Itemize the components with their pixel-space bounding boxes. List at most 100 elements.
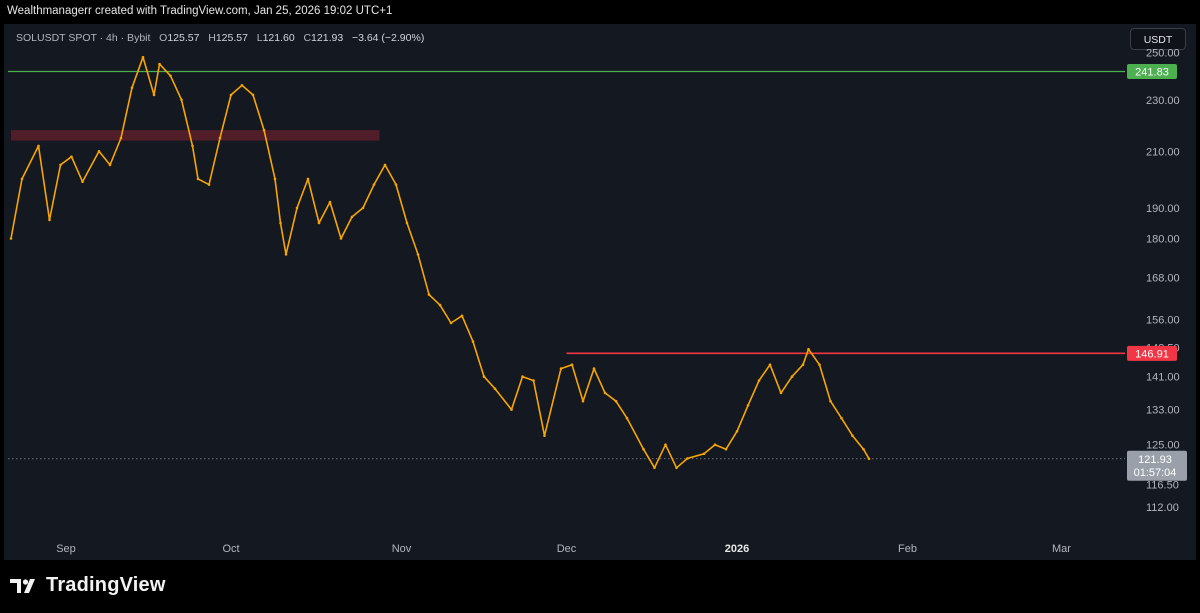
price-point bbox=[625, 416, 629, 420]
x-tick-label: Nov bbox=[392, 543, 412, 555]
footer-bar bbox=[0, 560, 1200, 613]
y-tick-label: 250.00 bbox=[1146, 48, 1180, 60]
y-tick-label: 112.00 bbox=[1146, 502, 1179, 514]
credit-text: Wealthmanagerr created with TradingView.… bbox=[7, 5, 393, 17]
price-point bbox=[532, 379, 535, 382]
price-point bbox=[829, 399, 832, 403]
price-point bbox=[543, 434, 546, 438]
price-point bbox=[746, 404, 750, 407]
price-point bbox=[807, 347, 810, 351]
resistance-price-tag bbox=[1127, 345, 1177, 361]
price-point bbox=[130, 86, 134, 89]
price-point bbox=[867, 457, 871, 461]
price-point bbox=[592, 367, 596, 370]
price-point bbox=[482, 375, 486, 378]
price-point bbox=[273, 177, 277, 181]
price-point bbox=[614, 399, 618, 403]
price-point bbox=[686, 457, 689, 460]
price-point bbox=[328, 200, 332, 204]
price-point bbox=[350, 215, 354, 219]
x-tick-label: 2026 bbox=[725, 543, 749, 555]
price-point bbox=[251, 93, 255, 97]
y-tick-label: 190.00 bbox=[1146, 203, 1180, 215]
price-point bbox=[840, 416, 843, 420]
price-point bbox=[664, 443, 667, 447]
price-point bbox=[416, 253, 420, 256]
countdown-label: 01:57:04 bbox=[1134, 467, 1177, 479]
price-point bbox=[862, 447, 865, 451]
x-tick-label: Oct bbox=[222, 543, 239, 555]
close-value: 121.93 bbox=[311, 32, 344, 44]
price-point bbox=[284, 253, 288, 256]
open-value: 125.57 bbox=[167, 32, 200, 44]
price-point bbox=[581, 399, 585, 403]
price-point bbox=[339, 237, 343, 240]
price-point bbox=[306, 177, 310, 181]
symbol-name: SOLUSDT SPOT · 4h · Bybit bbox=[16, 32, 151, 44]
price-point bbox=[460, 314, 464, 318]
price-point bbox=[653, 466, 656, 470]
tradingview-logo-text: TradingView bbox=[46, 574, 166, 596]
price-point bbox=[229, 93, 233, 97]
y-tick-label: 133.00 bbox=[1146, 405, 1180, 417]
tradingview-logo[interactable]: TradingView bbox=[10, 574, 166, 597]
price-point bbox=[108, 163, 112, 167]
price-point bbox=[70, 155, 73, 158]
price-point bbox=[372, 183, 376, 186]
price-point bbox=[262, 128, 266, 132]
resistance-zone bbox=[11, 130, 380, 141]
y-tick-label: 116.50 bbox=[1146, 480, 1179, 492]
x-tick-label: Dec bbox=[557, 543, 577, 555]
high-value: 125.57 bbox=[215, 32, 248, 44]
y-tick-label: 156.00 bbox=[1146, 314, 1180, 326]
y-tick-label: 141.00 bbox=[1146, 372, 1180, 384]
price-point bbox=[405, 221, 409, 225]
price-point bbox=[427, 293, 431, 296]
price-point bbox=[521, 375, 524, 378]
resistance-price-label: 146.91 bbox=[1135, 348, 1169, 360]
price-point bbox=[471, 340, 475, 343]
y-tick-label: 180.00 bbox=[1146, 233, 1180, 245]
price-point bbox=[279, 221, 282, 225]
change-value: −3.64 (−2.90%) bbox=[351, 32, 425, 44]
low-value: 121.60 bbox=[262, 32, 295, 44]
price-point bbox=[37, 144, 40, 148]
price-point bbox=[20, 177, 24, 181]
price-point bbox=[295, 206, 299, 210]
price-point bbox=[493, 387, 497, 391]
price-point bbox=[152, 93, 156, 97]
price-point bbox=[180, 98, 183, 102]
price-point bbox=[735, 430, 739, 433]
y-tick-label: 230.00 bbox=[1146, 95, 1180, 107]
price-point bbox=[702, 452, 706, 456]
last-price-label: 121.93 bbox=[1138, 454, 1172, 466]
price-point bbox=[449, 321, 453, 325]
price-point bbox=[724, 447, 728, 451]
x-tick-label: Mar bbox=[1052, 543, 1071, 555]
last-price-tag bbox=[1127, 450, 1187, 481]
price-point bbox=[59, 163, 62, 167]
support-price-label: 241.83 bbox=[1135, 66, 1169, 78]
price-point bbox=[438, 303, 442, 307]
price-point bbox=[757, 379, 761, 382]
price-point bbox=[196, 177, 200, 181]
price-point bbox=[559, 367, 563, 370]
close-label: C bbox=[303, 32, 312, 44]
x-tick-label: Feb bbox=[898, 543, 917, 555]
price-point bbox=[361, 206, 365, 210]
symbol-info: SOLUSDT SPOT · 4h · Bybit O125.57 H125.5… bbox=[16, 32, 424, 44]
price-point bbox=[81, 180, 84, 183]
y-tick-label: 125.00 bbox=[1146, 440, 1180, 452]
x-tick-label: Sep bbox=[56, 543, 76, 555]
price-point bbox=[603, 391, 607, 395]
price-point bbox=[317, 221, 321, 225]
y-tick-label: 210.00 bbox=[1146, 146, 1180, 158]
currency-button[interactable]: USDT bbox=[1130, 28, 1186, 50]
price-point bbox=[790, 375, 794, 378]
price-point bbox=[97, 150, 101, 153]
price-point bbox=[642, 447, 645, 451]
chart-panel[interactable] bbox=[4, 24, 1196, 560]
price-point bbox=[218, 136, 222, 140]
price-point bbox=[169, 74, 172, 78]
